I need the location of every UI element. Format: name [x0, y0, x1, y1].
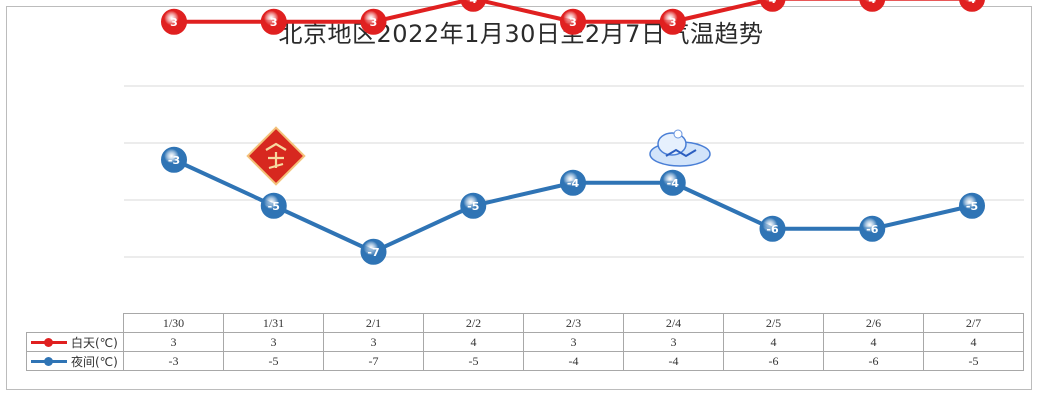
day-data-point: 4 — [759, 0, 786, 12]
table-cell: -4 — [623, 351, 724, 371]
day-data-point: 3 — [659, 8, 686, 35]
table-cell: 4 — [923, 332, 1024, 352]
legend-entry: 夜间(℃) — [26, 351, 124, 371]
data-point-marker — [659, 169, 686, 196]
table-cell: 4 — [723, 332, 824, 352]
day-data-point: 4 — [959, 0, 985, 12]
data-label: 3 — [669, 16, 677, 29]
data-label: 3 — [569, 16, 577, 29]
category-label: 2/3 — [523, 313, 624, 333]
night-data-point: -7 — [360, 238, 387, 265]
table-cell: 3 — [623, 332, 724, 352]
data-point-marker — [959, 192, 985, 219]
data-label: -6 — [766, 223, 779, 236]
data-point-marker — [759, 215, 786, 242]
data-point-marker — [260, 192, 287, 219]
day-data-point: 4 — [859, 0, 886, 12]
night-data-point: -3 — [161, 146, 187, 173]
category-label: 2/1 — [323, 313, 424, 333]
table-header-row: 1/30 1/31 2/1 2/2 2/3 2/4 2/5 2/6 2/7 — [26, 313, 1024, 333]
table-cell: -7 — [323, 351, 424, 371]
data-point-marker — [859, 215, 886, 242]
table-cell: 3 — [223, 332, 324, 352]
day-data-point: 3 — [560, 8, 586, 35]
night-data-point: -5 — [260, 192, 287, 219]
data-label: -5 — [467, 200, 479, 213]
category-label: 2/2 — [423, 313, 524, 333]
snowflake-cloud-icon — [649, 129, 711, 167]
data-label: 3 — [170, 16, 178, 29]
data-point-marker — [360, 238, 387, 265]
table-cell: 4 — [423, 332, 524, 352]
night-data-point: -4 — [560, 169, 586, 196]
night-data-point: -4 — [659, 169, 686, 196]
category-label: 2/4 — [623, 313, 724, 333]
table-cell: -4 — [523, 351, 624, 371]
table-cell: 3 — [523, 332, 624, 352]
data-label: -4 — [667, 177, 680, 190]
data-point-marker — [959, 0, 985, 12]
legend-label: 夜间(℃) — [71, 354, 118, 369]
data-point-marker — [560, 8, 586, 35]
table-cell: -3 — [123, 351, 224, 371]
data-label: -6 — [866, 223, 879, 236]
data-point-marker — [560, 169, 586, 196]
night-data-point: -5 — [460, 192, 487, 219]
category-label: 2/5 — [723, 313, 824, 333]
day-data-point: 3 — [360, 8, 387, 35]
data-label: 3 — [270, 16, 278, 29]
night-data-point: -5 — [959, 192, 985, 219]
table-cell: -5 — [423, 351, 524, 371]
category-label: 2/6 — [823, 313, 924, 333]
category-label: 1/31 — [223, 313, 324, 333]
data-label: 4 — [868, 0, 876, 6]
data-label: -5 — [268, 200, 280, 213]
table-cell: -6 — [823, 351, 924, 371]
table-row: 夜间(℃) -3 -5 -7 -5 -4 -4 -6 -6 -5 — [26, 351, 1024, 371]
data-label: 4 — [968, 0, 976, 6]
table-cell: 3 — [123, 332, 224, 352]
day-data-point: 3 — [161, 8, 187, 35]
data-label: 3 — [370, 16, 378, 29]
data-label: -5 — [966, 200, 978, 213]
decorations — [246, 126, 711, 186]
table-row: 白天(℃) 3 3 3 4 3 3 4 4 4 — [26, 332, 1024, 352]
table-corner — [26, 313, 124, 333]
data-label: -7 — [367, 246, 379, 259]
data-point-marker — [360, 8, 387, 35]
series-points: 3 3 3 4 3 3 4 4 4 -3 -5 -7 -5 -4 -4 -6 -6 -5 — [161, 0, 985, 265]
table-cell: -5 — [223, 351, 324, 371]
series-lines — [173, 0, 973, 254]
category-label: 2/7 — [923, 313, 1024, 333]
data-point-marker — [161, 146, 187, 173]
table-cell: -5 — [923, 351, 1024, 371]
data-point-marker — [859, 0, 886, 12]
night-data-point: -6 — [759, 215, 786, 242]
category-label: 1/30 — [123, 313, 224, 333]
data-label: -3 — [168, 154, 180, 167]
data-point-marker — [161, 8, 187, 35]
data-point-marker — [759, 0, 786, 12]
spring-diamond-icon — [246, 126, 306, 186]
table-cell: -6 — [723, 351, 824, 371]
data-label: 4 — [469, 0, 477, 6]
day-data-point: 3 — [260, 8, 287, 35]
legend-marker — [31, 356, 67, 366]
data-point-marker — [460, 0, 487, 12]
data-table: 1/30 1/31 2/1 2/2 2/3 2/4 2/5 2/6 2/7 白天(℃) 3 3 3 4 3 3… — [26, 313, 1024, 371]
legend-entry: 白天(℃) — [26, 332, 124, 352]
legend-label: 白天(℃) — [71, 335, 118, 350]
night-data-point: -6 — [859, 215, 886, 242]
day-data-point: 4 — [460, 0, 487, 12]
legend-marker — [31, 337, 67, 347]
data-point-marker — [460, 192, 487, 219]
data-point-marker — [260, 8, 287, 35]
table-cell: 3 — [323, 332, 424, 352]
data-label: 4 — [769, 0, 777, 6]
line-chart-plot: 3 3 3 4 3 3 4 4 4 -3 -5 -7 -5 -4 -4 -6 -6 -5 — [124, 0, 1024, 265]
data-label: -4 — [567, 177, 580, 190]
table-cell: 4 — [823, 332, 924, 352]
data-point-marker — [659, 8, 686, 35]
